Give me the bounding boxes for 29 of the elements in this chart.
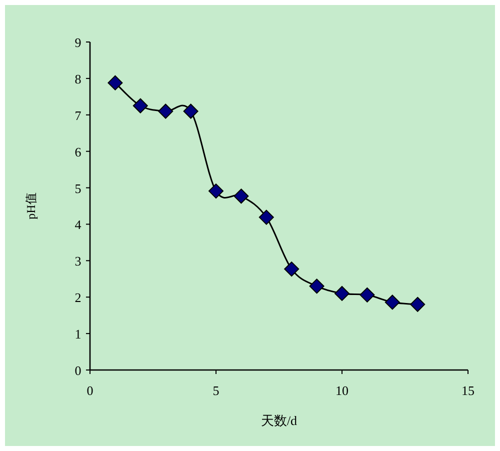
y-tick-label: 9 bbox=[74, 35, 82, 50]
y-tick-label: 1 bbox=[74, 326, 82, 342]
y-tick-label: 2 bbox=[74, 290, 82, 306]
y-tick-label: 8 bbox=[74, 71, 82, 86]
y-tick-label: 6 bbox=[74, 144, 82, 160]
point bbox=[108, 75, 123, 90]
y-tick-label: 7 bbox=[74, 108, 82, 123]
point bbox=[158, 104, 174, 119]
point bbox=[410, 296, 426, 312]
point bbox=[183, 104, 198, 119]
point bbox=[234, 188, 249, 204]
point bbox=[284, 262, 300, 277]
point bbox=[208, 184, 224, 199]
point bbox=[360, 287, 375, 302]
y-tick-label: 0 bbox=[74, 363, 82, 378]
point bbox=[384, 294, 400, 310]
point bbox=[334, 286, 350, 301]
point bbox=[258, 210, 274, 225]
point bbox=[309, 278, 324, 294]
x-axis-title: 天数/d bbox=[260, 413, 298, 428]
x-tick-label: 0 bbox=[86, 383, 94, 398]
point bbox=[132, 98, 148, 114]
y-tick-label: 4 bbox=[74, 217, 82, 232]
x-tick-label: 15 bbox=[462, 383, 474, 398]
y-tick-label: 3 bbox=[74, 254, 82, 269]
y-tick-label: 5 bbox=[74, 180, 82, 196]
y-axis-title: pH值 bbox=[24, 192, 38, 220]
x-tick-label: 10 bbox=[336, 383, 348, 398]
x-tick-label: 5 bbox=[212, 383, 220, 398]
